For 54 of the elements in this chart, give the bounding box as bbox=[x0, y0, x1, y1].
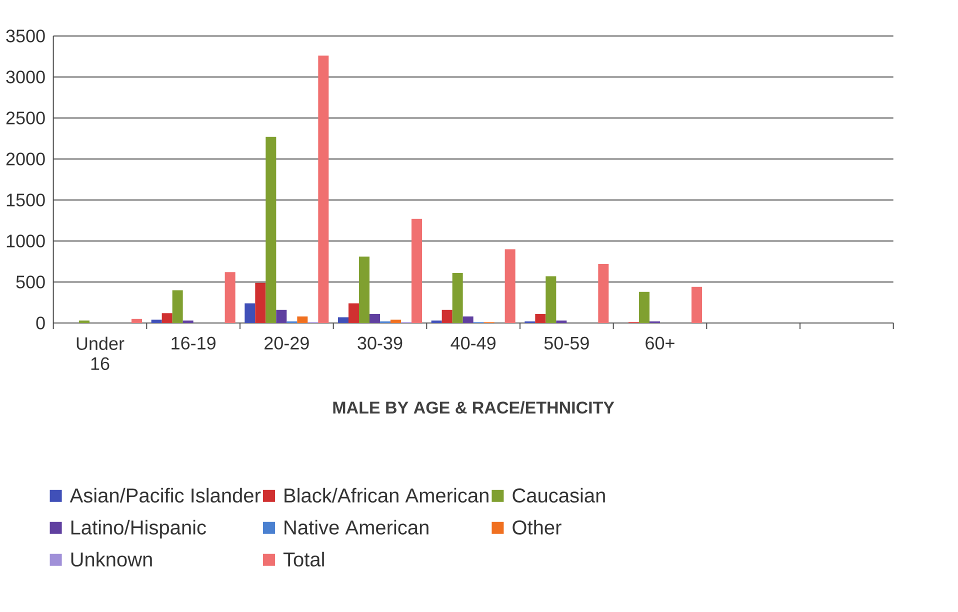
legend-label: Total bbox=[283, 552, 324, 567]
bar bbox=[431, 320, 442, 324]
x-axis-title: MALE BY AGE & RACE/ETHNICITY bbox=[333, 401, 614, 414]
bar bbox=[255, 282, 266, 324]
bar bbox=[79, 320, 90, 324]
legend-label: Caucasian bbox=[512, 488, 605, 503]
x-tick-label: 30-39 bbox=[358, 336, 402, 350]
legend-label: Asian/Pacific Islander bbox=[70, 488, 261, 503]
y-tick-label: 3000 bbox=[6, 70, 45, 84]
bar bbox=[598, 264, 609, 324]
bar bbox=[692, 286, 702, 324]
y-tick-label: 3500 bbox=[6, 30, 45, 42]
bar bbox=[162, 313, 172, 324]
bar bbox=[338, 317, 348, 324]
bar bbox=[172, 290, 183, 324]
x-tick-label: 60+ bbox=[646, 336, 674, 350]
bar bbox=[348, 303, 359, 324]
bar bbox=[318, 56, 329, 324]
bar bbox=[182, 320, 194, 324]
legend-label: Latino/Hispanic bbox=[71, 520, 206, 539]
legend-label: Unknown bbox=[71, 552, 152, 567]
y-tick-label: 0 bbox=[36, 316, 45, 330]
bar bbox=[462, 316, 474, 324]
bar bbox=[535, 314, 546, 324]
x-tick-label: 20-29 bbox=[264, 336, 309, 350]
x-tick-label: Under 16 bbox=[76, 336, 124, 370]
legend-label: Native American bbox=[284, 520, 428, 535]
y-tick-label: 500 bbox=[16, 276, 45, 288]
bar bbox=[132, 318, 142, 324]
bar bbox=[390, 320, 401, 324]
bar bbox=[452, 272, 463, 324]
y-tick-label: 2000 bbox=[6, 152, 45, 166]
bar bbox=[639, 292, 650, 324]
bar bbox=[359, 256, 370, 324]
bar bbox=[504, 249, 516, 324]
y-tick-label: 1500 bbox=[6, 194, 45, 206]
x-tick-label: 50-59 bbox=[544, 336, 589, 350]
bar bbox=[224, 272, 236, 324]
bar bbox=[266, 136, 276, 324]
y-tick-label: 1000 bbox=[6, 234, 45, 248]
bar bbox=[297, 316, 308, 324]
y-tick-label: 2500 bbox=[6, 112, 45, 124]
bar bbox=[546, 276, 556, 324]
bar bbox=[556, 320, 567, 324]
bar bbox=[276, 310, 287, 324]
x-tick-label: 40-49 bbox=[450, 336, 496, 350]
legend-label: Other bbox=[512, 520, 562, 535]
legend-label: Black/African American bbox=[284, 488, 488, 503]
bar bbox=[412, 218, 422, 324]
bar bbox=[370, 314, 380, 324]
bar bbox=[442, 310, 452, 324]
bar bbox=[151, 320, 162, 324]
bar bbox=[244, 303, 256, 324]
x-tick-label: 16-19 bbox=[172, 336, 216, 350]
